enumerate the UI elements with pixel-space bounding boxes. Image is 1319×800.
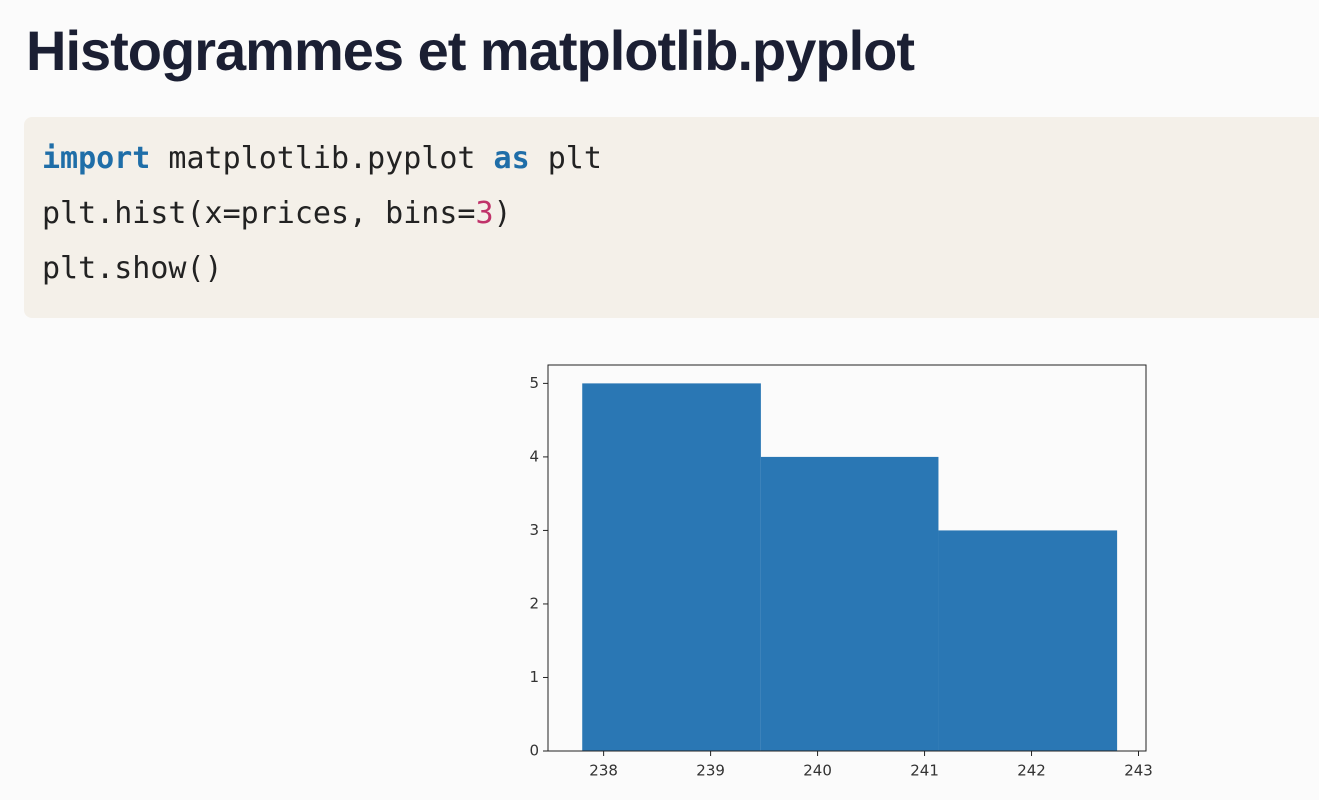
x-tick-label: 243 bbox=[1124, 762, 1153, 780]
y-tick-label: 5 bbox=[529, 374, 539, 392]
bar bbox=[760, 456, 939, 751]
code-token: plt.hist(x=prices, bins= bbox=[42, 196, 476, 231]
code-token: plt bbox=[529, 141, 602, 176]
x-tick-label: 240 bbox=[803, 762, 832, 780]
y-tick-label: 0 bbox=[529, 742, 539, 760]
y-tick-label: 3 bbox=[529, 521, 539, 539]
y-tick-label: 1 bbox=[529, 668, 539, 686]
code-line: import matplotlib.pyplot as plt bbox=[42, 141, 602, 176]
x-tick-label: 241 bbox=[910, 762, 939, 780]
y-tick-label: 4 bbox=[529, 447, 539, 465]
code-token: ) bbox=[493, 196, 512, 231]
code-line: plt.hist(x=prices, bins=3) bbox=[42, 196, 512, 231]
code-token: 3 bbox=[475, 196, 494, 231]
bar bbox=[582, 383, 761, 751]
plot-frame bbox=[547, 364, 1147, 752]
code-token: matplotlib.pyplot bbox=[150, 141, 494, 176]
slide-title: Histogrammes et matplotlib.pyplot bbox=[26, 19, 915, 82]
y-tick-label: 2 bbox=[529, 594, 539, 612]
x-tick-label: 242 bbox=[1017, 762, 1046, 780]
chart: 0 1 2 3 4 5 238 239 240 241 242 243 bbox=[529, 364, 1153, 780]
code-token: import bbox=[42, 141, 151, 176]
code-token: as bbox=[493, 141, 530, 176]
x-tick-label: 239 bbox=[696, 762, 725, 780]
code-block: import matplotlib.pyplot as plt plt.hist(… bbox=[24, 117, 1319, 318]
code-line: plt.show() bbox=[42, 251, 223, 286]
x-tick-label: 238 bbox=[589, 762, 618, 780]
code-token: plt.show() bbox=[42, 251, 223, 286]
bar bbox=[938, 530, 1118, 751]
